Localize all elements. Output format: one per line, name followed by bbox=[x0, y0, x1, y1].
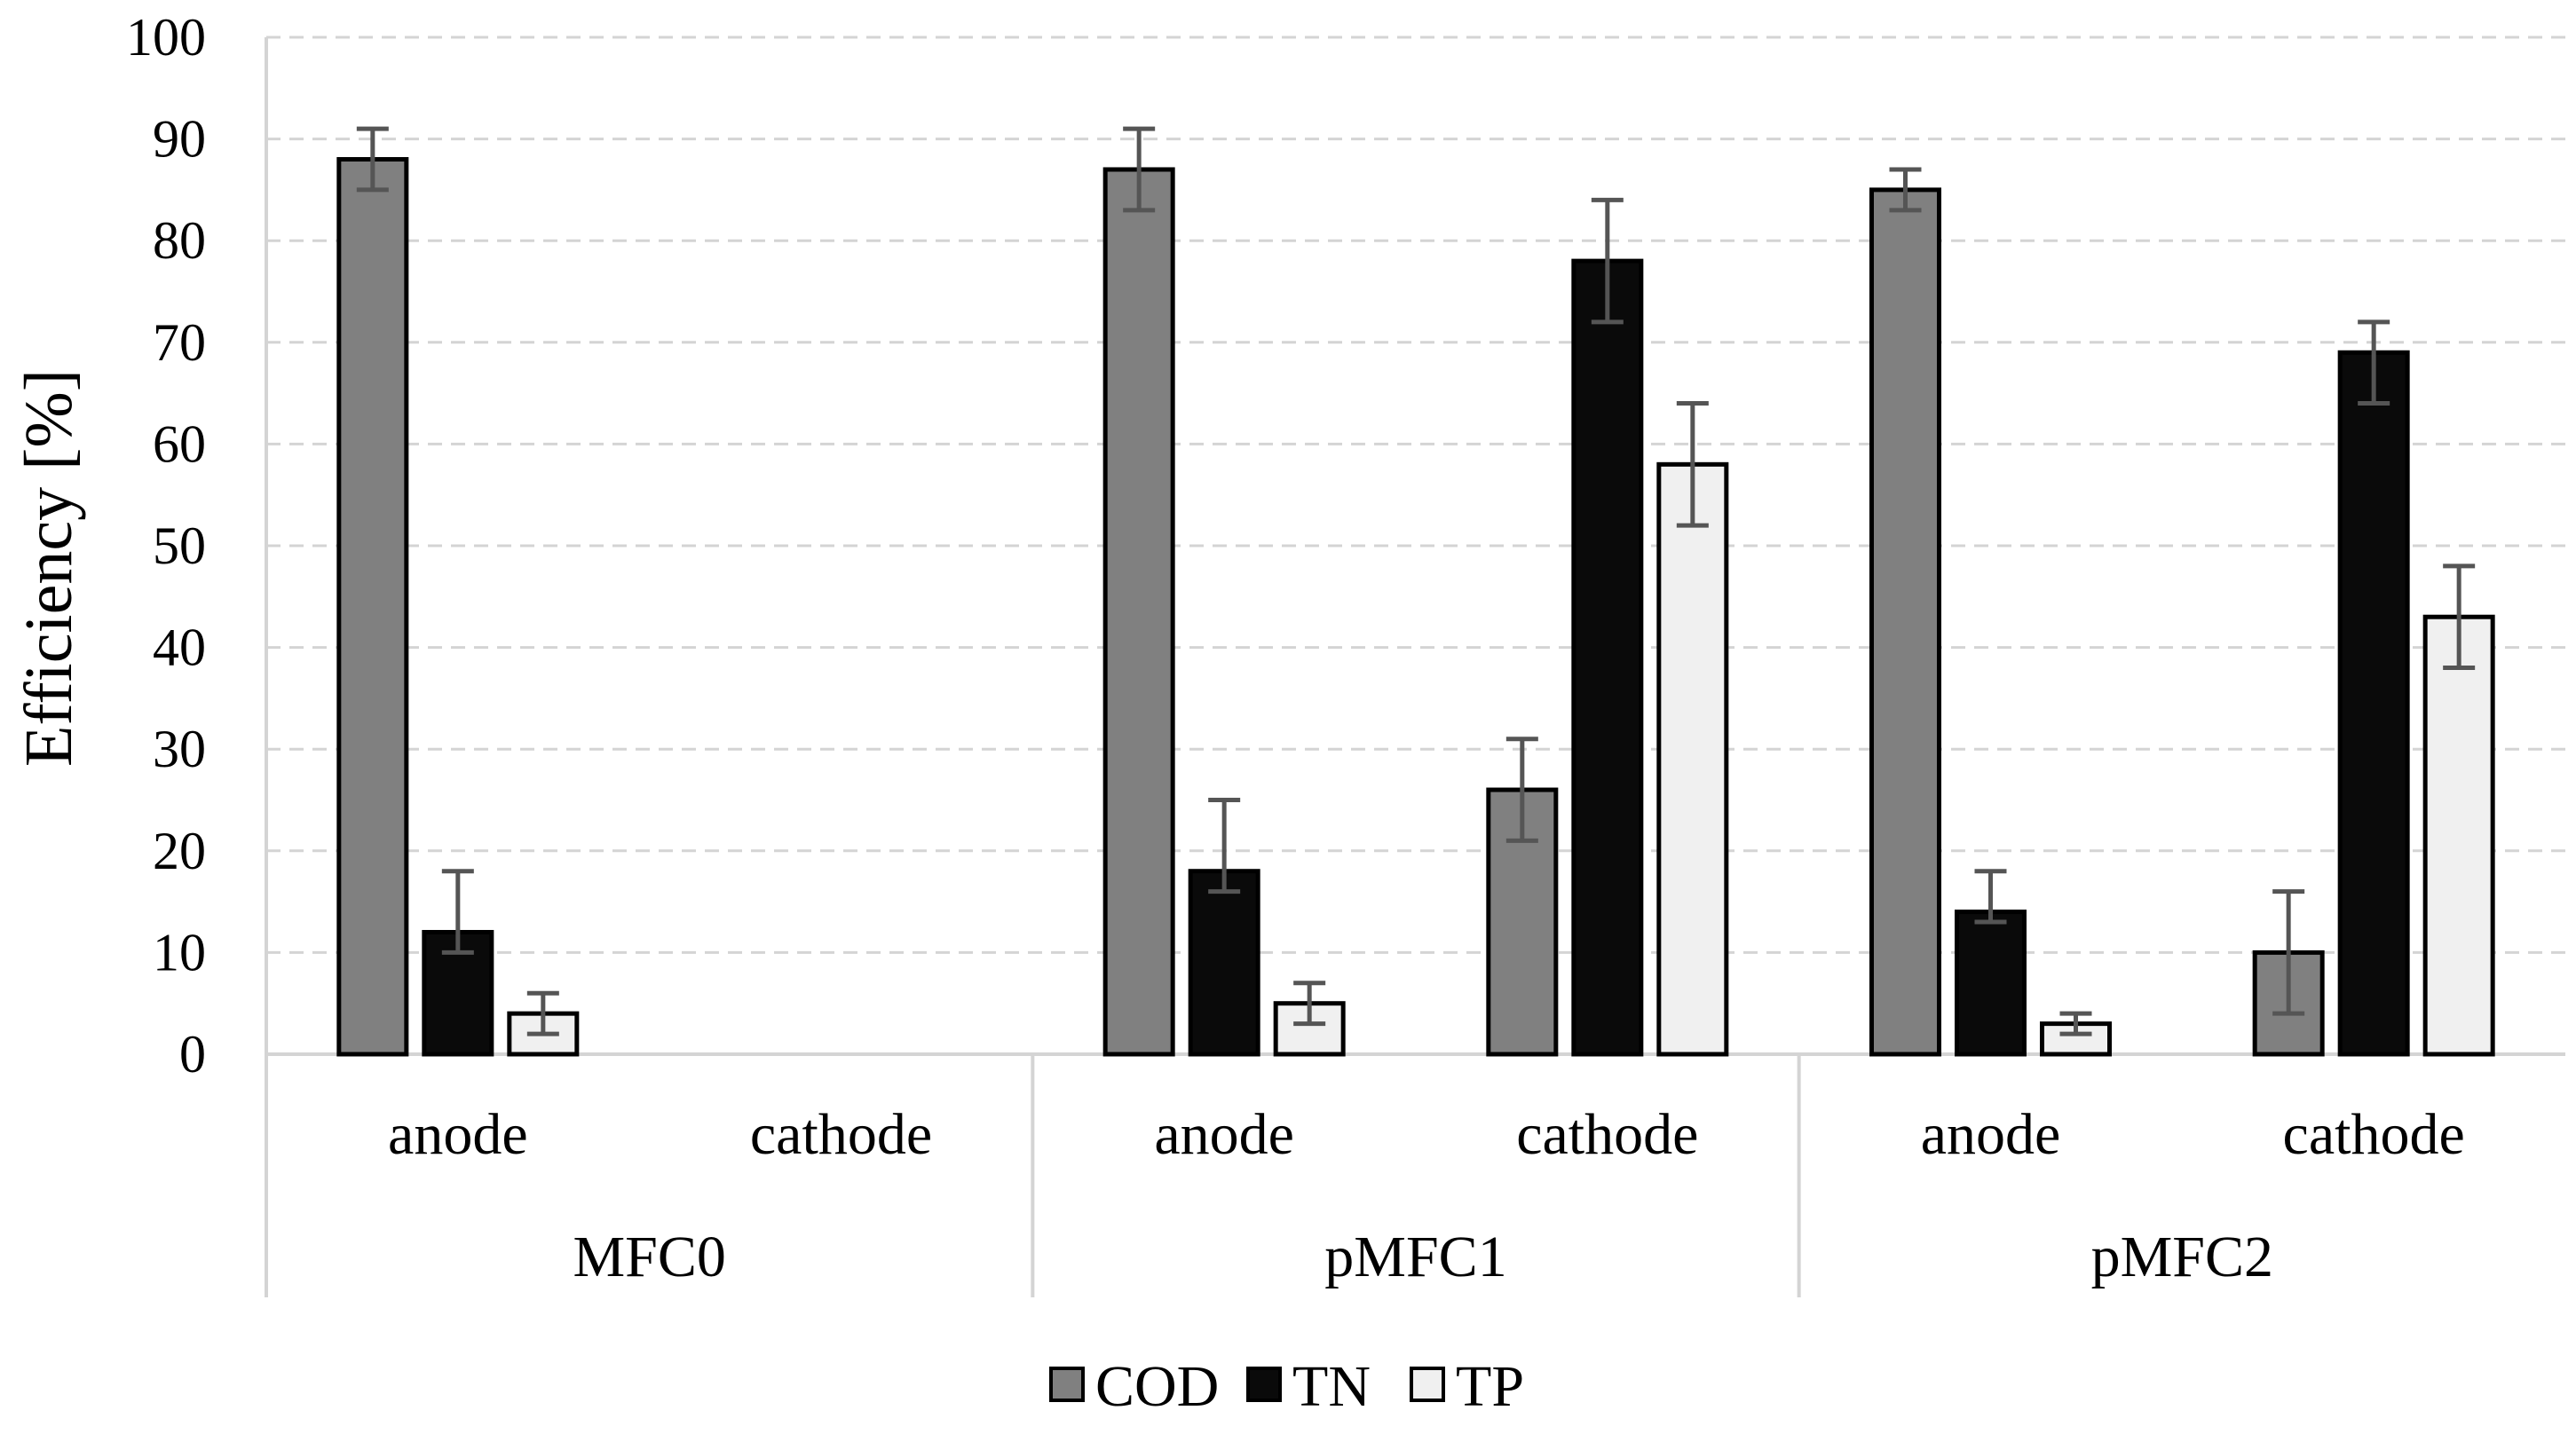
legend: COD TN TP bbox=[1049, 1354, 1524, 1419]
x-group-label: pMFC2 bbox=[2091, 1225, 2273, 1289]
gridlines bbox=[266, 35, 2565, 954]
y-axis-title: Efficiency [%] bbox=[12, 369, 86, 767]
x-category-label: cathode bbox=[750, 1102, 932, 1167]
legend-label-tp: TP bbox=[1456, 1354, 1524, 1419]
x-category-label: anode bbox=[388, 1102, 528, 1167]
y-tick-label: 50 bbox=[153, 516, 206, 575]
legend-label-tn: TN bbox=[1292, 1354, 1371, 1419]
y-tick-label: 0 bbox=[179, 1025, 206, 1083]
bar-tp bbox=[1656, 461, 1729, 1057]
bar-cod bbox=[336, 157, 409, 1057]
legend-swatch-tn bbox=[1246, 1367, 1282, 1402]
bar-tn bbox=[1955, 910, 2027, 1057]
y-tick-label: 60 bbox=[153, 414, 206, 473]
axis-labels: Efficiency [%] 0 10 20 30 40 50 60 70 80 90 100 MFC… bbox=[12, 8, 2465, 1289]
y-tick-label: 90 bbox=[153, 110, 206, 169]
bar-cod bbox=[1869, 187, 1941, 1057]
x-category-label: anode bbox=[1921, 1102, 2061, 1167]
y-tick-label: 80 bbox=[153, 211, 206, 270]
x-category-label: cathode bbox=[1516, 1102, 1698, 1167]
bar-tn bbox=[1571, 258, 1644, 1057]
y-tick-label: 40 bbox=[153, 619, 206, 677]
y-tick-label: 100 bbox=[126, 8, 206, 67]
x-category-label: cathode bbox=[2283, 1102, 2465, 1167]
y-tick-label: 10 bbox=[153, 923, 206, 981]
y-tick-label: 30 bbox=[153, 720, 206, 778]
x-category-label: anode bbox=[1154, 1102, 1294, 1167]
x-group-label: pMFC1 bbox=[1324, 1225, 1506, 1289]
legend-label-cod: COD bbox=[1095, 1354, 1219, 1419]
error-bars bbox=[356, 126, 2476, 1036]
legend-swatch-tp bbox=[1410, 1367, 1445, 1402]
legend-swatch-cod bbox=[1049, 1367, 1085, 1402]
bar-tn bbox=[1188, 869, 1260, 1057]
bars bbox=[336, 157, 2495, 1057]
y-tick-label: 20 bbox=[153, 822, 206, 880]
bar-tp bbox=[2422, 614, 2495, 1057]
y-tick-label: 70 bbox=[153, 313, 206, 372]
bar-cod bbox=[1102, 167, 1175, 1057]
x-group-label: MFC0 bbox=[573, 1225, 725, 1289]
axes bbox=[265, 37, 2565, 1297]
bar-tn bbox=[2337, 350, 2410, 1057]
